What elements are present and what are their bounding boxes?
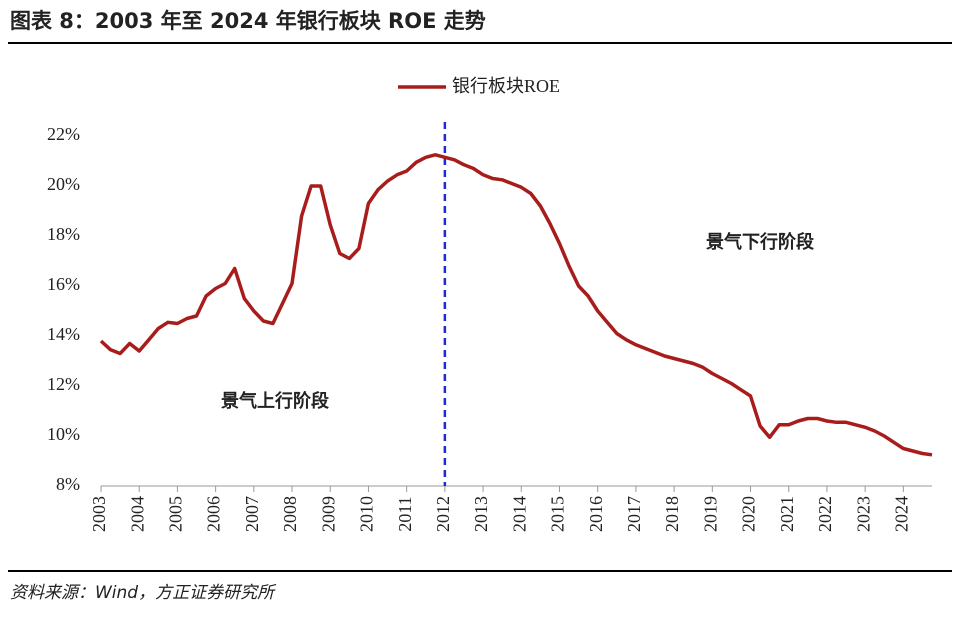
x-tick-label: 2023 <box>853 496 873 532</box>
x-tick-label: 2013 <box>471 496 491 532</box>
y-tick-label: 16% <box>47 274 80 294</box>
x-tick-label: 2012 <box>433 496 453 532</box>
x-tick-label: 2016 <box>586 496 606 532</box>
x-tick-label: 2015 <box>548 496 568 532</box>
x-tick-label: 2005 <box>166 496 186 532</box>
x-tick-label: 2018 <box>662 496 682 532</box>
x-tick-label: 2021 <box>777 496 797 532</box>
y-tick-label: 12% <box>47 374 80 394</box>
source: 资料来源：Wind，方正证券研究所 <box>10 583 277 603</box>
y-tick-label: 22% <box>47 124 80 144</box>
y-tick-label: 18% <box>47 224 80 244</box>
y-tick-label: 8% <box>56 474 80 494</box>
x-tick-label: 2019 <box>700 496 720 532</box>
x-tick-label: 2014 <box>509 496 529 532</box>
annotation: 景气上行阶段 <box>221 390 330 412</box>
y-tick-label: 20% <box>47 174 80 194</box>
x-tick-label: 2003 <box>89 496 109 532</box>
x-tick-label: 2007 <box>242 496 262 532</box>
chart-title: 图表 8：2003 年至 2024 年银行板块 ROE 走势 <box>10 9 486 33</box>
x-tick-label: 2022 <box>815 496 835 532</box>
x-tick-label: 2010 <box>357 496 377 532</box>
y-tick-label: 14% <box>47 324 80 344</box>
line-series <box>99 153 933 457</box>
x-tick-label: 2011 <box>395 496 415 531</box>
y-tick-label: 10% <box>47 424 80 444</box>
x-tick-label: 2024 <box>891 496 911 532</box>
x-tick-label: 2008 <box>280 496 300 532</box>
x-tick-label: 2020 <box>739 496 759 532</box>
x-tick-label: 2017 <box>624 496 644 532</box>
legend-label: 银行板块ROE <box>452 76 560 96</box>
x-tick-label: 2006 <box>204 496 224 532</box>
annotation: 景气下行阶段 <box>706 231 815 253</box>
x-tick-label: 2004 <box>127 496 147 532</box>
x-tick-label: 2009 <box>318 496 338 532</box>
